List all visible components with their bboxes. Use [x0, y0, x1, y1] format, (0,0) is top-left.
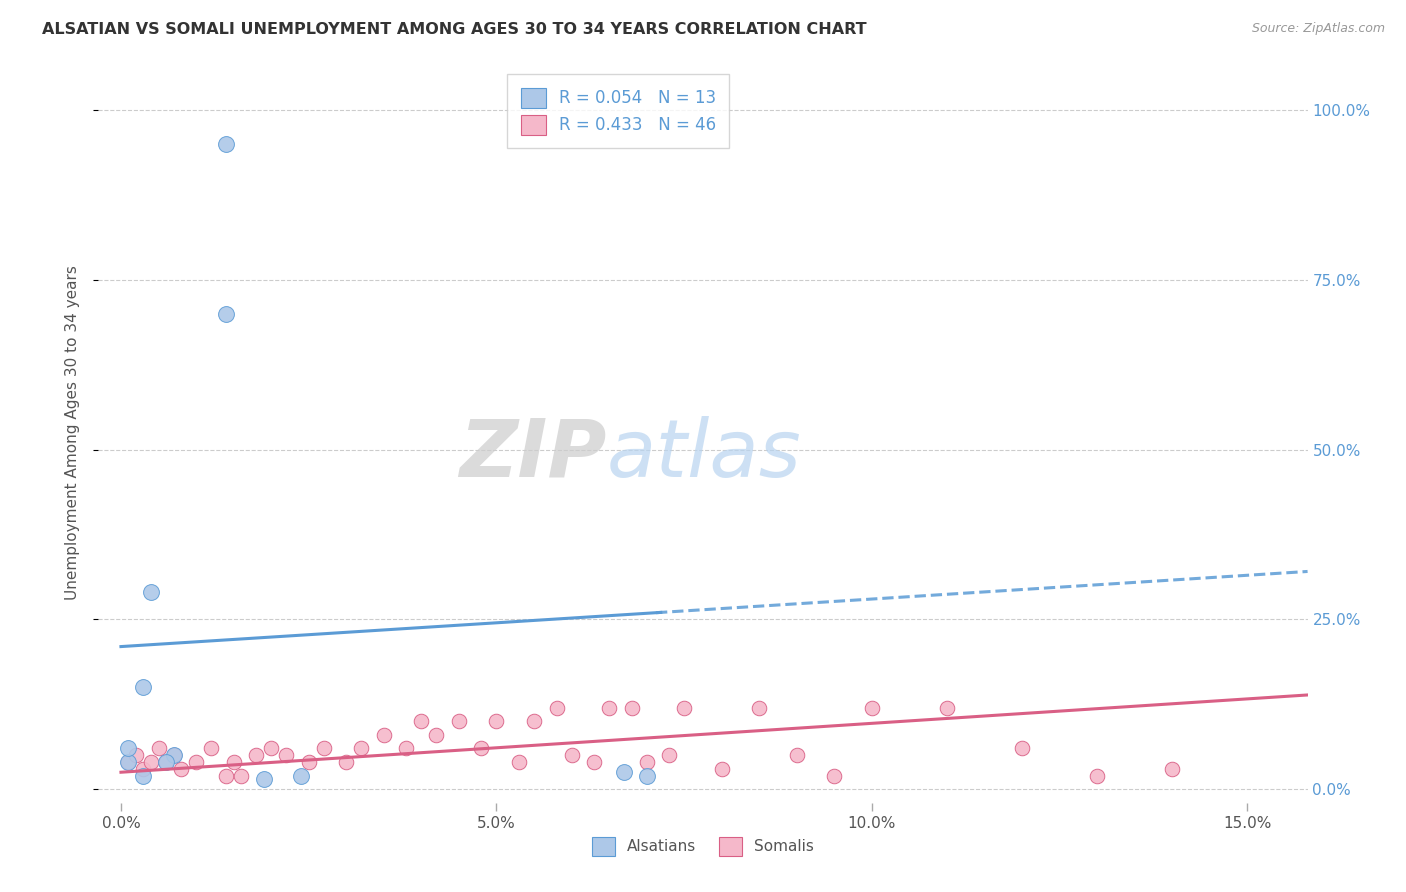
- Point: [215, 136, 238, 151]
- Point: [276, 748, 298, 763]
- Point: [1085, 769, 1108, 783]
- Point: [335, 755, 357, 769]
- Point: [139, 755, 162, 769]
- Point: [253, 772, 276, 786]
- Point: [1161, 762, 1184, 776]
- Point: [636, 755, 658, 769]
- Point: [786, 748, 808, 763]
- Point: [598, 700, 620, 714]
- Point: [425, 728, 447, 742]
- Point: [523, 714, 546, 729]
- Point: [411, 714, 433, 729]
- Point: [139, 585, 162, 599]
- Text: ALSATIAN VS SOMALI UNEMPLOYMENT AMONG AGES 30 TO 34 YEARS CORRELATION CHART: ALSATIAN VS SOMALI UNEMPLOYMENT AMONG AG…: [42, 22, 868, 37]
- Point: [508, 755, 530, 769]
- Point: [132, 681, 155, 695]
- Legend: Alsatians, Somalis: Alsatians, Somalis: [586, 831, 820, 862]
- Point: [132, 762, 155, 776]
- Point: [583, 755, 606, 769]
- Y-axis label: Unemployment Among Ages 30 to 34 years: Unemployment Among Ages 30 to 34 years: [65, 265, 80, 600]
- Point: [155, 755, 177, 769]
- Point: [215, 769, 238, 783]
- Text: ZIP: ZIP: [458, 416, 606, 494]
- Point: [290, 769, 312, 783]
- Point: [184, 755, 207, 769]
- Point: [673, 700, 696, 714]
- Point: [162, 748, 184, 763]
- Point: [860, 700, 883, 714]
- Point: [245, 748, 267, 763]
- Point: [546, 700, 568, 714]
- Point: [117, 755, 139, 769]
- Point: [148, 741, 170, 756]
- Point: [222, 755, 245, 769]
- Point: [298, 755, 321, 769]
- Point: [200, 741, 222, 756]
- Point: [447, 714, 470, 729]
- Point: [229, 769, 252, 783]
- Point: [636, 769, 658, 783]
- Text: Source: ZipAtlas.com: Source: ZipAtlas.com: [1251, 22, 1385, 36]
- Point: [470, 741, 492, 756]
- Point: [350, 741, 373, 756]
- Point: [312, 741, 335, 756]
- Point: [215, 307, 238, 321]
- Point: [373, 728, 395, 742]
- Point: [162, 748, 184, 763]
- Point: [658, 748, 681, 763]
- Point: [260, 741, 283, 756]
- Point: [395, 741, 418, 756]
- Point: [936, 700, 959, 714]
- Point: [117, 755, 139, 769]
- Point: [170, 762, 193, 776]
- Point: [117, 741, 139, 756]
- Text: atlas: atlas: [606, 416, 801, 494]
- Point: [613, 765, 636, 780]
- Point: [710, 762, 733, 776]
- Point: [620, 700, 643, 714]
- Point: [125, 748, 148, 763]
- Point: [823, 769, 845, 783]
- Point: [155, 755, 177, 769]
- Point: [1011, 741, 1033, 756]
- Point: [485, 714, 508, 729]
- Point: [561, 748, 583, 763]
- Point: [132, 769, 155, 783]
- Point: [748, 700, 770, 714]
